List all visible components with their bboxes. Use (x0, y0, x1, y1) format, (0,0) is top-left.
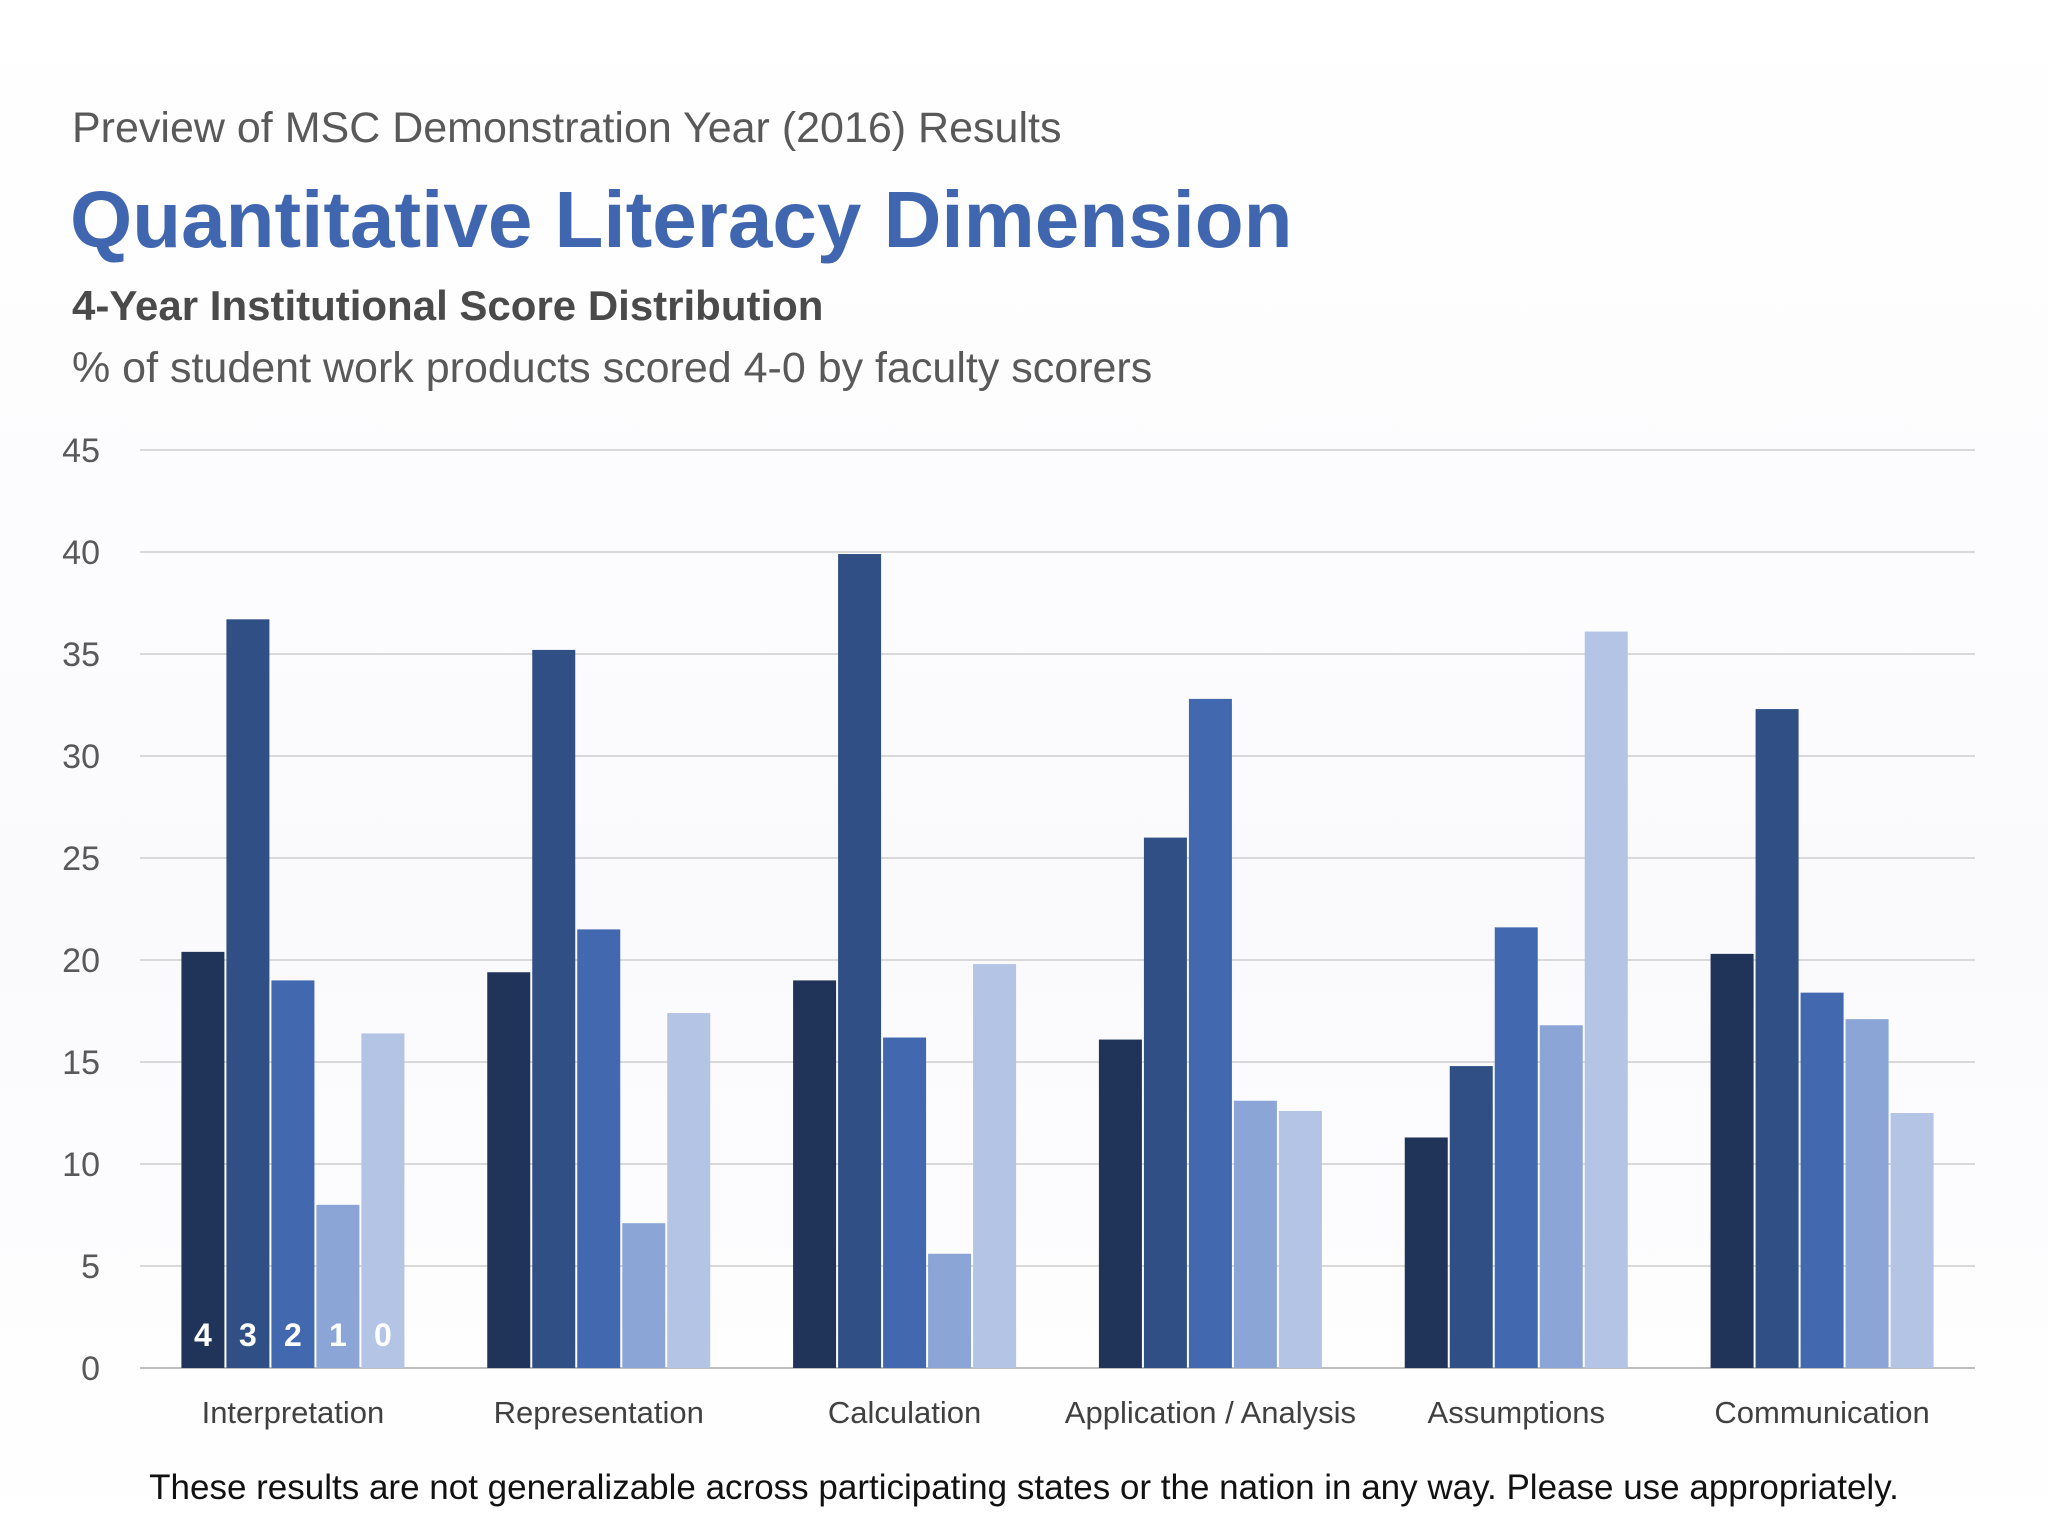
bar-calculation-score-0 (973, 964, 1017, 1368)
chart-caption: % of student work products scored 4-0 by… (72, 344, 1153, 392)
bar-representation-score-3 (532, 649, 576, 1368)
legend-score-label: 0 (374, 1317, 392, 1353)
bar-interpretation-score-0 (361, 1033, 405, 1368)
bar-interpretation-score-3 (226, 619, 270, 1368)
bar-assumptions-score-2 (1494, 927, 1538, 1368)
y-tick-label: 35 (62, 636, 100, 674)
bar-communication-score-4 (1710, 953, 1754, 1368)
x-category-label: Application / Analysis (1065, 1395, 1356, 1430)
slide-title: Quantitative Literacy Dimension (70, 175, 1293, 264)
y-tick-label: 45 (62, 432, 100, 470)
bar-communication-score-1 (1845, 1019, 1889, 1368)
x-category-label: Assumptions (1428, 1395, 1605, 1430)
bar-representation-score-4 (487, 972, 531, 1368)
y-tick-label: 30 (62, 738, 100, 776)
bar-assumptions-score-4 (1404, 1137, 1448, 1368)
legend-score-label: 2 (284, 1317, 302, 1353)
legend-score-label: 3 (239, 1317, 257, 1353)
bar-communication-score-3 (1755, 709, 1799, 1368)
bar-communication-score-0 (1890, 1113, 1934, 1368)
y-tick-label: 0 (81, 1350, 100, 1388)
bar-assumptions-score-0 (1584, 631, 1628, 1368)
bar-application-analysis-score-1 (1233, 1100, 1277, 1368)
bar-interpretation-score-1 (316, 1204, 360, 1368)
bar-assumptions-score-3 (1449, 1066, 1493, 1368)
bar-application-analysis-score-0 (1278, 1110, 1322, 1368)
pretitle: Preview of MSC Demonstration Year (2016)… (72, 104, 1062, 152)
chart-subtitle: 4-Year Institutional Score Distribution (72, 282, 824, 329)
y-tick-label: 10 (62, 1146, 100, 1184)
x-category-label: Communication (1714, 1395, 1929, 1430)
bar-representation-score-1 (622, 1223, 666, 1368)
bar-communication-score-2 (1800, 992, 1844, 1368)
bar-calculation-score-4 (793, 980, 837, 1368)
y-tick-label: 15 (62, 1044, 100, 1082)
y-tick-label: 25 (62, 840, 100, 878)
bar-calculation-score-1 (928, 1253, 972, 1368)
bar-application-analysis-score-2 (1188, 698, 1232, 1368)
y-tick-label: 20 (62, 942, 100, 980)
bar-assumptions-score-1 (1539, 1025, 1583, 1368)
bar-representation-score-2 (577, 929, 621, 1368)
bar-calculation-score-2 (883, 1037, 927, 1368)
disclaimer-footer: These results are not generalizable acro… (149, 1468, 1899, 1507)
bar-application-analysis-score-4 (1098, 1039, 1142, 1368)
x-category-label: Calculation (828, 1395, 981, 1430)
x-category-label: Representation (494, 1395, 704, 1430)
legend-score-label: 1 (329, 1317, 347, 1353)
bar-representation-score-0 (667, 1013, 711, 1368)
y-tick-label: 40 (62, 534, 100, 572)
bar-calculation-score-3 (838, 554, 882, 1368)
legend-score-label: 4 (194, 1317, 212, 1353)
x-category-label: Interpretation (202, 1395, 385, 1430)
bar-interpretation-score-2 (271, 980, 315, 1368)
y-tick-label: 5 (81, 1248, 100, 1286)
bar-application-analysis-score-3 (1143, 837, 1187, 1368)
bar-interpretation-score-4 (181, 951, 225, 1368)
